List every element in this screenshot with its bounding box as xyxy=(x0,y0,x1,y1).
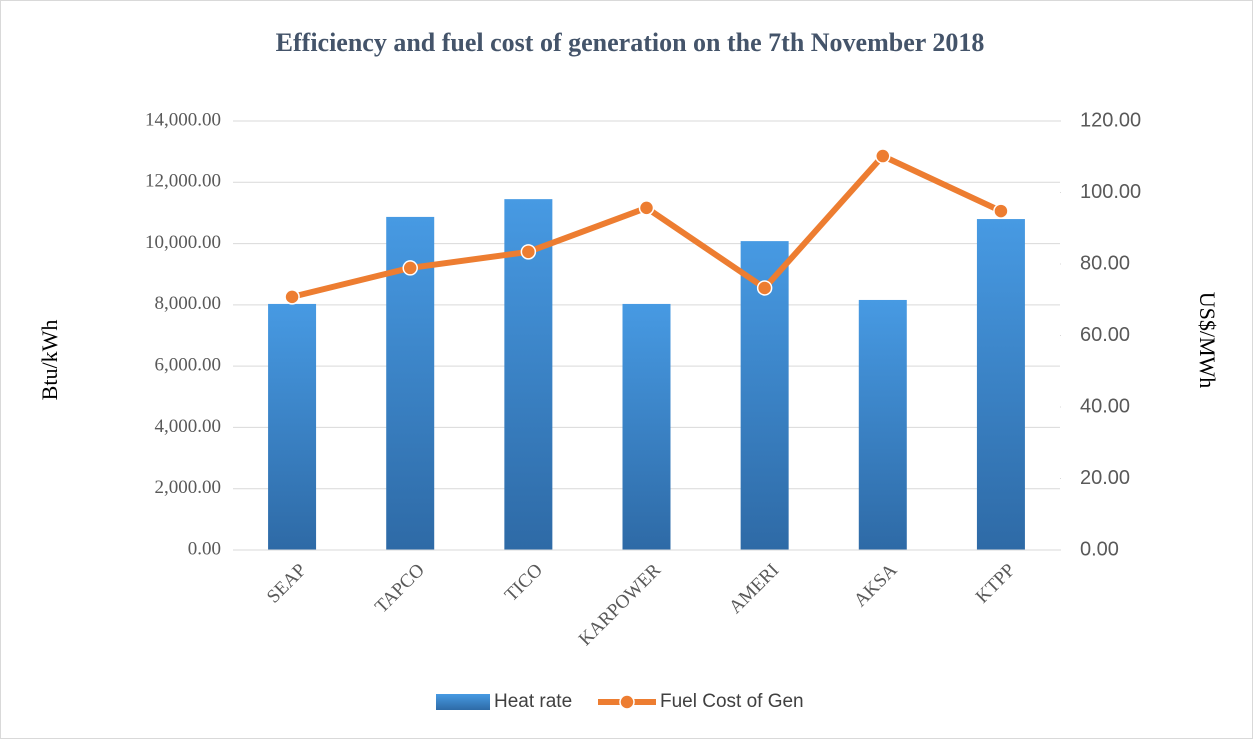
y-axis-label: Btu/kWh xyxy=(37,320,62,401)
legend-swatch xyxy=(436,694,490,710)
marker xyxy=(284,289,300,305)
y2-tick-label: 60.00 xyxy=(1080,324,1130,346)
y-tick-label: 8,000.00 xyxy=(155,293,222,314)
chart-title: Efficiency and fuel cost of generation o… xyxy=(276,28,985,57)
y-tick-label: 10,000.00 xyxy=(145,232,221,253)
y-tick-label: 2,000.00 xyxy=(155,477,222,498)
bar xyxy=(976,219,1025,551)
y-tick-label: 0.00 xyxy=(188,538,221,559)
legend-swatch xyxy=(619,694,635,710)
marker xyxy=(875,148,891,164)
y2-tick-label: 0.00 xyxy=(1080,538,1119,560)
y2-tick-label: 20.00 xyxy=(1080,467,1130,489)
y2-tick-label: 100.00 xyxy=(1080,181,1141,203)
y2-axis-label: US$/MWh xyxy=(1195,292,1220,389)
bar xyxy=(858,299,907,550)
marker xyxy=(993,203,1009,219)
y-tick-label: 12,000.00 xyxy=(145,171,221,192)
y-tick-label: 6,000.00 xyxy=(155,355,222,376)
bar xyxy=(622,303,671,550)
legend-label: Heat rate xyxy=(494,691,572,712)
y-tick-label: 4,000.00 xyxy=(155,416,222,437)
y2-tick-label: 120.00 xyxy=(1080,109,1141,131)
y2-tick-label: 80.00 xyxy=(1080,252,1130,274)
bar xyxy=(268,303,317,550)
legend-label: Fuel Cost of Gen xyxy=(660,691,804,712)
marker xyxy=(638,200,655,216)
marker xyxy=(520,244,537,260)
marker xyxy=(756,280,773,296)
y2-tick-label: 40.00 xyxy=(1080,395,1130,417)
y-tick-label: 14,000.00 xyxy=(145,109,221,130)
marker xyxy=(402,260,418,276)
